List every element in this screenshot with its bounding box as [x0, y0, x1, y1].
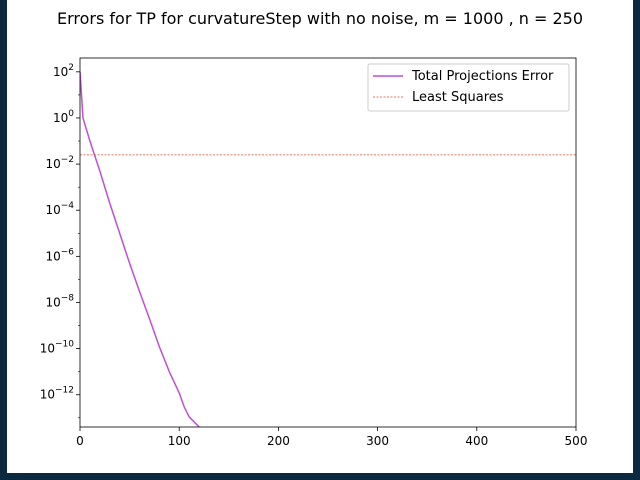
legend-label-least-squares: Least Squares [412, 90, 504, 105]
x-tick-label: 100 [168, 434, 191, 448]
legend-box [367, 63, 570, 112]
line-chart: Errors for TP for curvatureStep with no … [40, 9, 588, 448]
y-tick-label: 10−8 [45, 293, 74, 309]
x-tick-label: 300 [366, 434, 389, 448]
x-tick-label: 200 [267, 434, 290, 448]
y-tick-label: 10−4 [45, 201, 74, 217]
y-tick-label: 10−12 [40, 386, 74, 402]
x-tick-label: 0 [76, 434, 84, 448]
legend-label-total-projections-error: Total Projections Error [411, 69, 554, 84]
chart-title: Errors for TP for curvatureStep with no … [57, 9, 583, 28]
x-tick-label: 500 [565, 434, 588, 448]
y-tick-label: 10−6 [45, 247, 74, 263]
y-tick-label: 100 [53, 109, 74, 125]
y-tick-label: 10−2 [45, 155, 74, 171]
plot-frame [79, 57, 577, 428]
chart-figure: Errors for TP for curvatureStep with no … [7, 0, 633, 473]
x-tick-label: 400 [465, 434, 488, 448]
y-tick-label: 102 [53, 63, 74, 79]
y-tick-label: 10−10 [40, 340, 75, 356]
chart-legend: Total Projections Error Least Squares [367, 63, 570, 112]
series-line-total-projections-error [80, 71, 201, 427]
axes-layer: 0 100 200 300 400 500 102 100 10−2 10−4 10−6 10−8 10… [40, 57, 588, 448]
series-layer [80, 71, 576, 427]
